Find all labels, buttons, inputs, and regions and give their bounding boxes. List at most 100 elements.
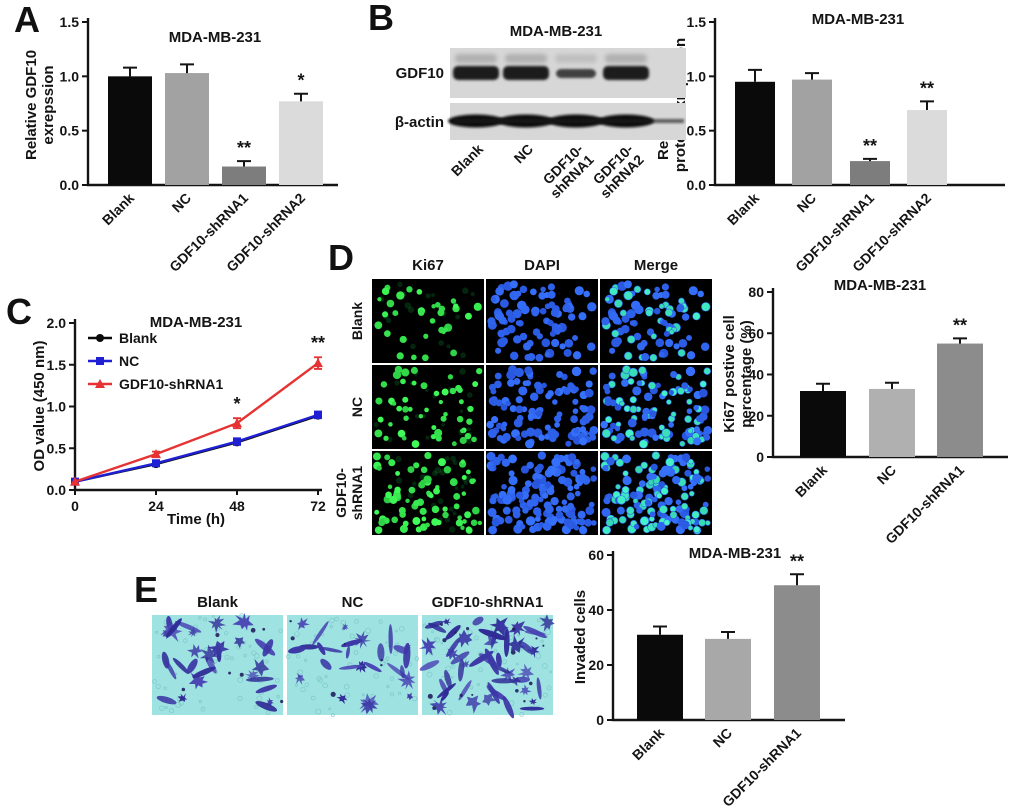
- merge-dapi-dot: [654, 286, 660, 293]
- ki67-dim-dot: [407, 306, 415, 313]
- dapi-dot: [518, 498, 525, 504]
- y-tick-label: 80: [748, 284, 764, 300]
- dapi-dot: [555, 511, 564, 519]
- invaded-cell: [360, 697, 378, 715]
- legend-item: GDF10-shRNA1: [88, 376, 223, 392]
- merge-dapi-dot: [623, 280, 632, 289]
- ki67-dot: [411, 440, 420, 448]
- cell-speck: [228, 671, 232, 675]
- dapi-dot: [540, 286, 546, 293]
- y-tick-label: 0.0: [687, 177, 707, 193]
- ki67-dot: [418, 413, 424, 419]
- merge-dapi-dot: [610, 422, 617, 430]
- ki67-dim-dot: [373, 422, 379, 428]
- ki67-dot: [456, 415, 464, 423]
- marker-square: [314, 410, 322, 419]
- merge-positive-dot: [611, 435, 617, 441]
- ki67-dim-dot: [462, 287, 469, 294]
- merge-dapi-dot: [603, 497, 611, 505]
- membrane-pore: [275, 678, 280, 683]
- dapi-dot: [544, 351, 551, 358]
- invaded-cell: [232, 612, 254, 631]
- significance-label: *: [233, 394, 240, 414]
- merge-dapi-dot: [653, 307, 661, 315]
- ki67-dot: [466, 418, 473, 425]
- ki67-dim-dot: [444, 516, 451, 523]
- merge-dapi-dot: [688, 286, 698, 296]
- membrane-pore: [248, 645, 252, 648]
- y-axis-label: exrepssion: [40, 65, 57, 144]
- membrane-pore: [398, 691, 402, 695]
- merge-positive-dot: [623, 470, 629, 476]
- dapi-dot: [497, 329, 506, 338]
- dapi-dot: [502, 495, 513, 505]
- ki67-dot: [388, 459, 396, 467]
- legend-item: Blank: [88, 330, 157, 346]
- invaded-cell: [528, 698, 537, 706]
- membrane-pore: [411, 695, 418, 702]
- membrane-pore: [536, 618, 541, 623]
- membrane-pore: [349, 633, 355, 639]
- merge-dapi-dot: [638, 480, 646, 488]
- dapi-dot: [537, 473, 543, 480]
- merge-dapi-dot: [700, 405, 710, 415]
- merge-positive-dot: [608, 381, 616, 388]
- membrane-pore: [380, 660, 386, 666]
- merge-dapi-dot: [644, 499, 652, 507]
- ki67-dim-dot: [460, 484, 465, 489]
- error-bar: [920, 100, 934, 111]
- dapi-dot: [496, 434, 504, 442]
- dapi-dot: [570, 469, 578, 477]
- ki67-dot: [423, 333, 429, 339]
- dapi-dot: [586, 405, 596, 415]
- invaded-cell: [491, 678, 516, 684]
- merge-dapi-dot: [703, 426, 713, 435]
- membrane-pore: [393, 651, 398, 656]
- dapi-dot: [508, 475, 518, 486]
- invaded-cell: [255, 700, 278, 712]
- y-tick-label: 0.5: [687, 123, 707, 139]
- merge-positive-dot: [661, 390, 668, 397]
- merge-dapi-dot: [686, 408, 693, 414]
- ki67-dot: [381, 287, 390, 296]
- dapi-dot: [495, 347, 502, 354]
- ki67-dot: [395, 470, 401, 476]
- membrane-pore: [520, 647, 524, 651]
- panel-letter-e: E: [134, 569, 159, 610]
- ki67-dot: [408, 486, 416, 494]
- dapi-dot: [547, 390, 554, 397]
- dapi-dot: [544, 424, 551, 431]
- dapi-dot: [527, 412, 535, 420]
- membrane-pore: [229, 656, 234, 661]
- membrane-pore: [385, 656, 390, 661]
- dapi-dot: [590, 466, 597, 472]
- invaded-cell: [336, 693, 348, 705]
- dapi-dot: [563, 387, 571, 395]
- merge-positive-dot: [628, 378, 634, 385]
- cell-speck: [442, 638, 447, 643]
- dapi-dot: [579, 426, 587, 433]
- ki67-dim-dot: [385, 317, 392, 324]
- merge-positive-dot: [650, 354, 657, 362]
- ki67-dim-dot: [452, 511, 457, 516]
- dapi-dot: [520, 305, 530, 315]
- y-tick-label: 0.5: [47, 440, 67, 456]
- invaded-cell: [472, 616, 484, 626]
- y-axis-label: Relative GDF10: [23, 50, 40, 160]
- merge-positive-dot: [678, 349, 686, 357]
- merge-positive-dot: [605, 416, 612, 423]
- error-bar: [805, 72, 819, 80]
- ki67-dot: [476, 368, 483, 375]
- dapi-dot: [509, 290, 520, 301]
- dapi-dot: [541, 338, 551, 348]
- ki67-dot: [431, 505, 440, 514]
- membrane-pore: [469, 685, 474, 690]
- merge-dapi-dot: [670, 371, 678, 378]
- ki67-dot: [399, 335, 407, 344]
- membrane-pore: [330, 713, 335, 717]
- membrane-pore: [516, 662, 519, 666]
- ki67-dim-dot: [395, 477, 403, 484]
- merge-dapi-dot: [600, 420, 608, 429]
- ki67-dim-dot: [454, 486, 459, 490]
- cell-speck: [466, 627, 470, 631]
